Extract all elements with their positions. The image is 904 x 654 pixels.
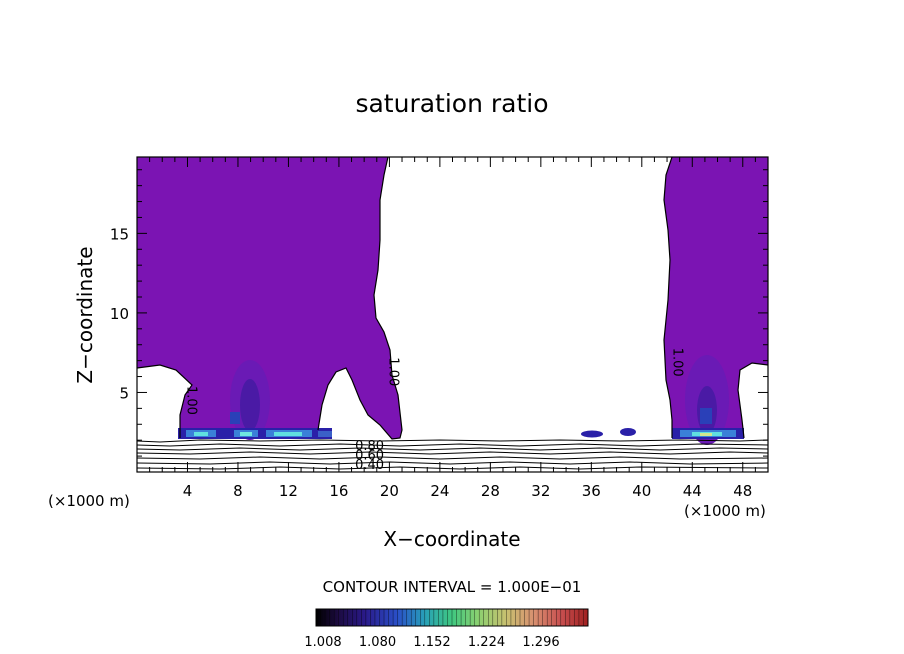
contour-label: 0.80	[355, 439, 384, 454]
x-tick-label: 20	[380, 482, 399, 500]
contour-label: 1.00	[669, 348, 684, 377]
x-tick-label: 28	[481, 482, 500, 500]
x-tick-label: 44	[683, 482, 702, 500]
right-plume-region	[664, 157, 768, 438]
z-unit-label: (×1000 m)	[48, 492, 130, 510]
x-tick-label: 12	[279, 482, 298, 500]
y-axis-label: Z−coordinate	[73, 246, 97, 383]
contour-label: 0.40	[355, 458, 384, 473]
contour-label: 0.60	[355, 449, 384, 464]
colorbar-label: 1.080	[359, 635, 396, 650]
chart-title: saturation ratio	[355, 89, 548, 118]
axis-ticks	[137, 157, 768, 472]
colorbar-label: 1.296	[522, 635, 559, 650]
contour-label: 1.00	[183, 386, 198, 415]
colorbar-segments	[320, 609, 584, 626]
x-tick-label: 8	[233, 482, 243, 500]
x-tick-label: 24	[430, 482, 449, 500]
contour-labels: 1.00 1.00 1.00 0.800.600.40	[183, 348, 684, 473]
colorbar-tick-labels: 1.008 1.080 1.152 1.224 1.296	[304, 635, 559, 650]
plot-area	[137, 157, 768, 470]
x-unit-label: (×1000 m)	[684, 502, 766, 520]
y-tick-label: 5	[119, 384, 129, 402]
x-tick-label: 48	[733, 482, 752, 500]
colorbar-label: 1.008	[304, 635, 341, 650]
x-axis-label: X−coordinate	[383, 527, 520, 551]
x-tick-label: 4	[183, 482, 193, 500]
y-tick-label: 15	[110, 225, 129, 243]
x-tick-label: 32	[531, 482, 550, 500]
y-tick-label: 10	[110, 305, 129, 323]
surface-contour-lines	[137, 439, 768, 470]
colorbar-label: 1.152	[413, 635, 450, 650]
x-tick-label: 16	[329, 482, 348, 500]
x-tick-label: 40	[632, 482, 651, 500]
x-tick-label: 36	[582, 482, 601, 500]
left-plume-region	[137, 157, 402, 439]
colorbar-label: 1.224	[468, 635, 505, 650]
contour-label: 1.00	[385, 357, 400, 386]
surface-supersaturation-band	[178, 408, 744, 439]
contour-interval-label: CONTOUR INTERVAL = 1.000E−01	[323, 578, 582, 596]
